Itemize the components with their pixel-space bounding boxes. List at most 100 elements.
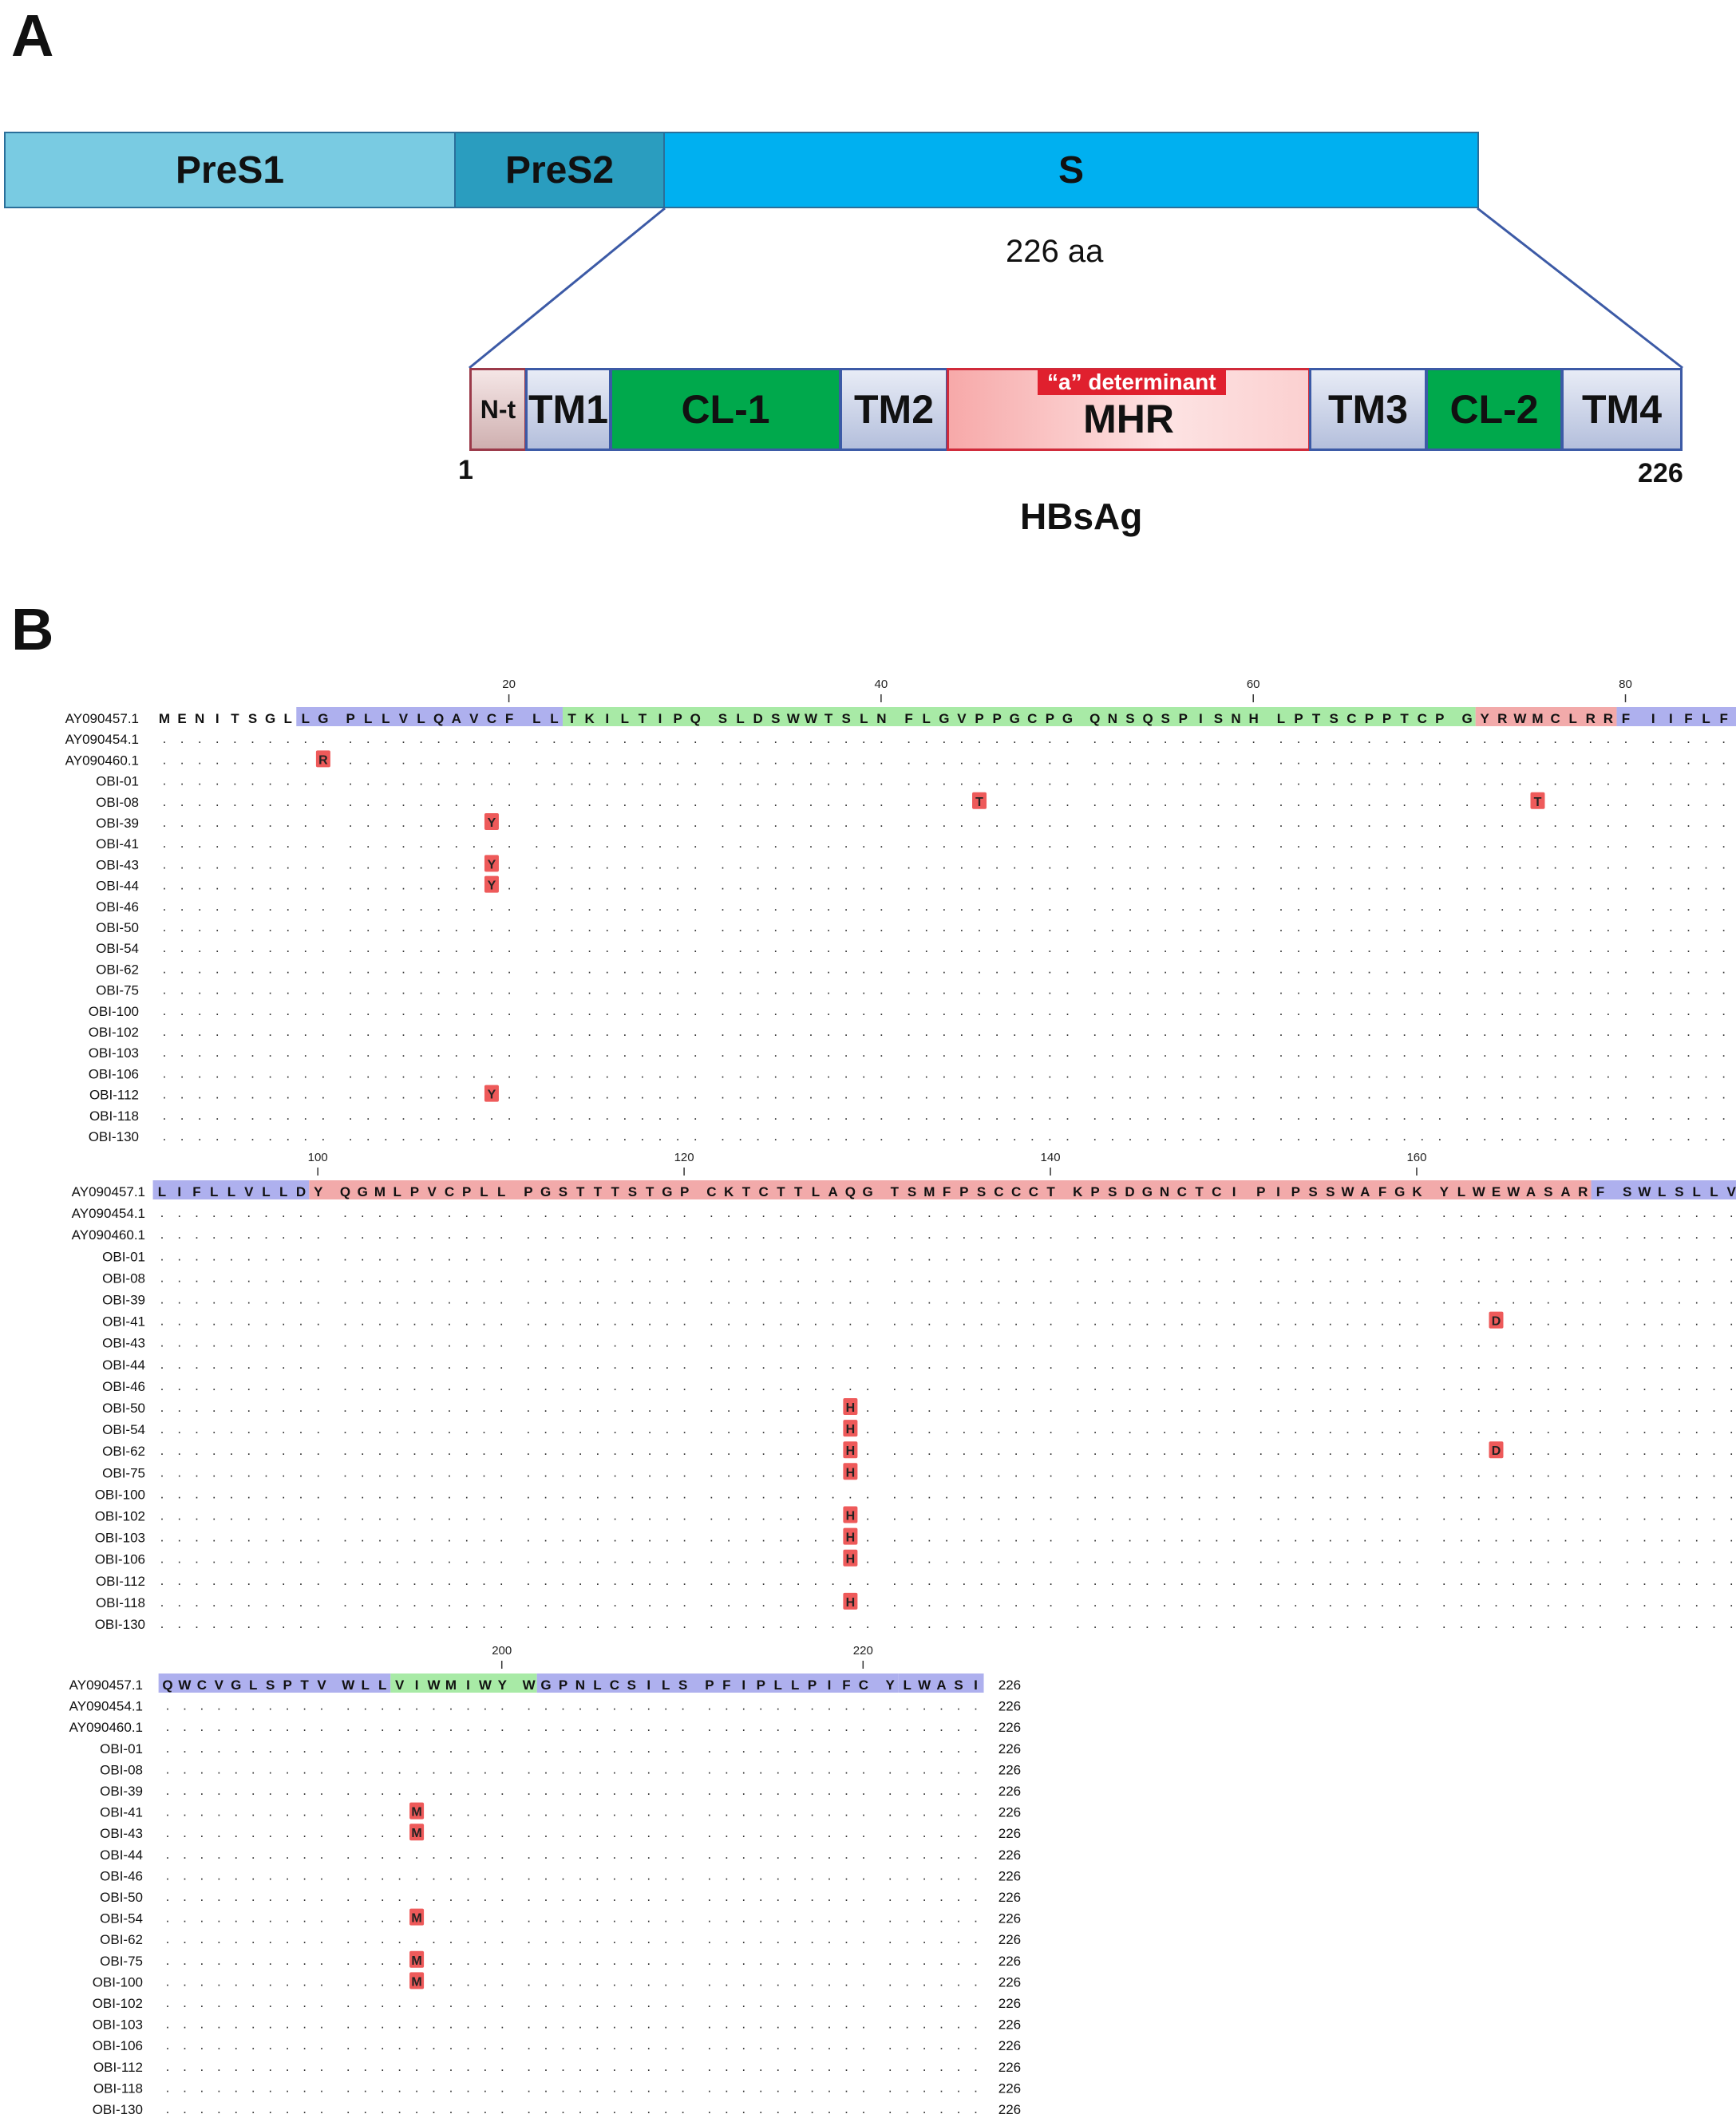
match-dot: . (320, 1867, 324, 1883)
match-dot: . (1660, 1335, 1664, 1350)
match-dot: . (466, 2059, 470, 2074)
match-dot: . (962, 1508, 966, 1523)
match-dot: . (397, 1804, 401, 1820)
sequence-name: OBI-106 (93, 2038, 143, 2053)
match-dot: . (212, 1443, 216, 1458)
match-dot: . (561, 1400, 565, 1415)
match-dot: . (1181, 815, 1185, 830)
match-dot: . (1093, 1292, 1097, 1307)
match-dot: . (449, 2059, 453, 2074)
match-dot: . (1643, 1616, 1647, 1631)
match-dot: . (1607, 1003, 1611, 1018)
match-dot: . (1031, 1421, 1035, 1436)
match-dot: . (1402, 961, 1406, 976)
match-dot: . (216, 752, 219, 767)
match-dot: . (613, 1443, 617, 1458)
match-dot: . (1694, 1400, 1698, 1415)
match-dot: . (527, 1847, 531, 1862)
match-dot: . (454, 836, 458, 851)
match-dot: . (960, 836, 964, 851)
reference-residue: L (362, 1677, 370, 1693)
match-dot: . (166, 1804, 170, 1820)
match-dot: . (1216, 1108, 1220, 1123)
reference-residue: G (863, 1184, 873, 1199)
mutation-residue: Y (488, 879, 496, 893)
match-dot: . (721, 856, 725, 871)
match-dot: . (979, 1270, 983, 1285)
match-dot: . (623, 961, 627, 976)
match-dot: . (630, 1889, 634, 1904)
reference-residue: L (158, 1184, 166, 1199)
match-dot: . (1145, 1400, 1149, 1415)
match-dot: . (892, 1205, 896, 1220)
mutation-highlight (843, 1527, 858, 1545)
match-dot: . (1128, 1551, 1132, 1567)
match-dot: . (166, 1974, 170, 1989)
match-dot: . (1128, 1421, 1132, 1436)
match-dot: . (727, 1227, 731, 1242)
match-dot: . (286, 1825, 290, 1840)
match-dot: . (437, 940, 441, 955)
match-dot: . (448, 1357, 452, 1372)
match-dot: . (1722, 856, 1726, 871)
match-dot: . (1625, 1378, 1629, 1393)
match-dot: . (1276, 1314, 1280, 1329)
match-dot: . (454, 856, 458, 871)
match-dot: . (449, 2101, 453, 2116)
match-dot: . (303, 2037, 306, 2053)
match-dot: . (299, 1551, 303, 1567)
match-dot: . (974, 2017, 978, 2032)
match-dot: . (268, 2080, 272, 2095)
match-dot: . (415, 1741, 419, 1756)
match-dot: . (721, 1128, 725, 1144)
match-dot: . (1048, 1065, 1052, 1081)
mutation-residue: M (411, 1827, 421, 1840)
match-dot: . (862, 1911, 866, 1926)
match-dot: . (924, 1108, 928, 1123)
match-dot: . (741, 2101, 745, 2116)
tm1-label: TM1 (528, 387, 608, 432)
match-dot: . (1669, 856, 1673, 871)
match-dot: . (694, 752, 698, 767)
match-dot: . (251, 878, 255, 893)
match-dot: . (612, 2059, 616, 2074)
match-dot: . (1181, 752, 1185, 767)
match-dot: . (264, 1616, 268, 1631)
match-dot: . (1031, 1594, 1035, 1610)
match-dot: . (268, 2037, 272, 2053)
match-dot: . (779, 1443, 783, 1458)
match-dot: . (230, 1227, 234, 1242)
sequence-name: OBI-112 (96, 1574, 145, 1589)
match-dot: . (738, 940, 742, 955)
match-dot: . (268, 1911, 272, 1926)
match-dot: . (641, 836, 645, 851)
match-dot: . (1315, 1045, 1319, 1060)
match-dot: . (484, 1761, 488, 1776)
match-dot: . (1553, 982, 1557, 998)
match-dot: . (1420, 1108, 1424, 1123)
match-dot: . (1146, 940, 1150, 955)
match-dot: . (195, 1508, 199, 1523)
region-highlight (152, 1180, 310, 1199)
match-dot: . (1564, 1464, 1568, 1480)
match-dot: . (1712, 1227, 1716, 1242)
match-dot: . (1216, 1003, 1220, 1018)
match-dot: . (381, 1995, 385, 2010)
match-dot: . (630, 1761, 634, 1776)
reference-residue: N (1160, 1184, 1169, 1199)
match-dot: . (658, 1128, 662, 1144)
match-dot: . (997, 1378, 1001, 1393)
match-dot: . (844, 1825, 848, 1840)
match-dot: . (1031, 1335, 1035, 1350)
match-dot: . (1564, 1314, 1568, 1329)
reference-residue: S (771, 711, 780, 726)
match-dot: . (1234, 731, 1238, 746)
match-dot: . (924, 856, 928, 871)
match-dot: . (1294, 1530, 1298, 1545)
match-dot: . (397, 1953, 401, 1968)
match-dot: . (1048, 982, 1052, 998)
match-dot: . (776, 2101, 780, 2116)
match-dot: . (880, 1045, 884, 1060)
match-dot: . (905, 1911, 909, 1926)
match-dot: . (595, 1825, 599, 1840)
